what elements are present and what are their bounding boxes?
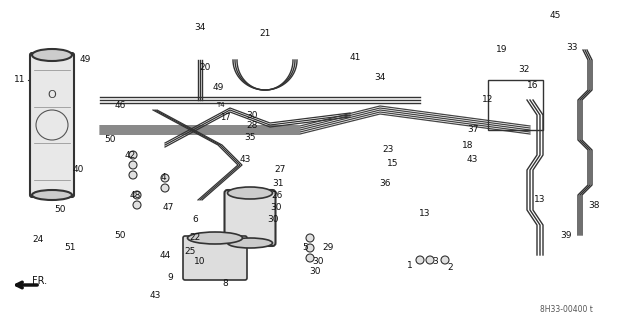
Text: 19: 19: [496, 46, 508, 55]
Text: 50: 50: [115, 231, 125, 240]
Text: 3: 3: [432, 257, 438, 266]
Text: 34: 34: [374, 73, 386, 83]
Text: 35: 35: [244, 133, 256, 143]
Text: 12: 12: [483, 95, 493, 105]
Text: 43: 43: [149, 292, 161, 300]
Text: 42: 42: [124, 151, 136, 160]
Text: 31: 31: [272, 179, 284, 188]
Text: 36: 36: [380, 179, 391, 188]
Text: 37: 37: [467, 125, 479, 135]
Text: 20: 20: [199, 63, 211, 72]
Text: 38: 38: [588, 201, 600, 210]
Circle shape: [306, 254, 314, 262]
Text: 6: 6: [192, 216, 198, 225]
FancyBboxPatch shape: [183, 236, 247, 280]
Text: 43: 43: [239, 155, 251, 165]
Text: 21: 21: [259, 28, 271, 38]
Text: 50: 50: [104, 136, 116, 145]
Bar: [488, 80, 543, 130]
Text: 15: 15: [387, 159, 399, 167]
Text: T4: T4: [216, 102, 224, 108]
Text: 29: 29: [323, 243, 333, 253]
Text: 47: 47: [163, 203, 173, 211]
Text: 1: 1: [407, 261, 413, 270]
Text: 50: 50: [54, 205, 66, 214]
Text: 27: 27: [275, 166, 285, 174]
Text: 44: 44: [159, 250, 171, 259]
Text: 9: 9: [167, 273, 173, 283]
Ellipse shape: [32, 49, 72, 61]
Text: 28: 28: [246, 121, 258, 130]
Text: 43: 43: [467, 155, 477, 165]
Text: 22: 22: [189, 233, 200, 241]
Text: 2: 2: [447, 263, 453, 272]
Text: 30: 30: [246, 110, 258, 120]
Text: 8H33-00400 t: 8H33-00400 t: [540, 305, 593, 314]
Circle shape: [306, 244, 314, 252]
Text: 30: 30: [309, 268, 321, 277]
Text: 26: 26: [271, 191, 283, 201]
Text: 4: 4: [160, 174, 166, 182]
Circle shape: [129, 171, 137, 179]
Text: 24: 24: [33, 235, 44, 244]
Text: FR.: FR.: [32, 276, 47, 286]
Circle shape: [416, 256, 424, 264]
Text: 39: 39: [560, 231, 572, 240]
Text: 34: 34: [195, 24, 205, 33]
Text: 33: 33: [566, 43, 578, 53]
Text: 11: 11: [14, 76, 26, 85]
Text: 30: 30: [268, 216, 279, 225]
FancyBboxPatch shape: [30, 53, 74, 197]
Text: 32: 32: [518, 65, 530, 75]
Text: 13: 13: [419, 209, 431, 218]
Text: 49: 49: [212, 84, 224, 93]
Circle shape: [161, 184, 169, 192]
Ellipse shape: [188, 232, 243, 244]
Circle shape: [133, 191, 141, 199]
Text: 25: 25: [184, 248, 196, 256]
Circle shape: [161, 174, 169, 182]
Text: 13: 13: [534, 196, 546, 204]
Circle shape: [441, 256, 449, 264]
Circle shape: [129, 151, 137, 159]
Text: 41: 41: [349, 54, 361, 63]
Text: 16: 16: [527, 80, 539, 90]
Text: 45: 45: [549, 11, 561, 19]
Text: 17: 17: [220, 114, 230, 122]
Circle shape: [426, 256, 434, 264]
Text: 51: 51: [64, 243, 76, 253]
Text: 18: 18: [462, 140, 474, 150]
Ellipse shape: [227, 187, 273, 199]
Text: 10: 10: [195, 257, 205, 266]
Text: 40: 40: [72, 166, 84, 174]
Text: 48: 48: [129, 190, 141, 199]
Ellipse shape: [227, 238, 273, 248]
Text: O: O: [47, 90, 56, 100]
Circle shape: [306, 234, 314, 242]
Text: 46: 46: [115, 100, 125, 109]
Text: 49: 49: [79, 56, 91, 64]
Ellipse shape: [32, 190, 72, 200]
Text: 30: 30: [312, 257, 324, 266]
Circle shape: [133, 201, 141, 209]
Text: 23: 23: [382, 145, 394, 154]
Text: 30: 30: [270, 204, 282, 212]
Text: 8: 8: [222, 278, 228, 287]
Text: 5: 5: [302, 243, 308, 253]
Circle shape: [129, 161, 137, 169]
FancyBboxPatch shape: [225, 190, 275, 246]
